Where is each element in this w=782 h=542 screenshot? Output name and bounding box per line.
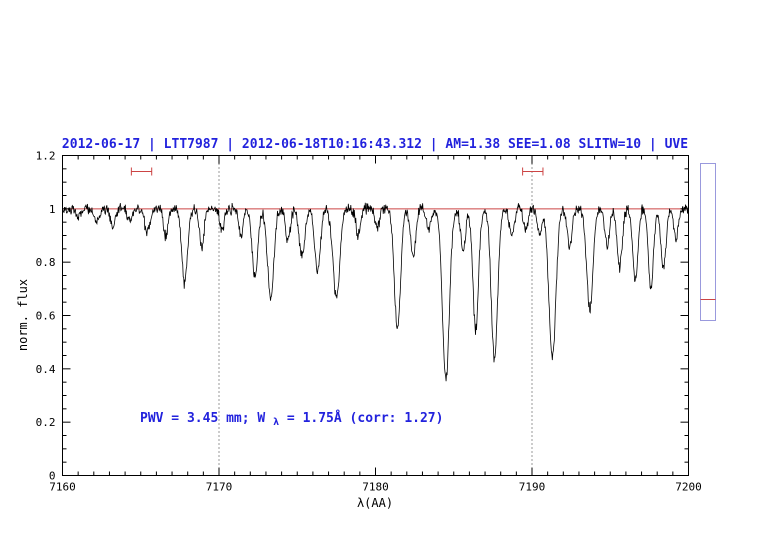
- y-tick-label: 0.4: [36, 363, 56, 376]
- x-tick-label: 7200: [675, 481, 702, 494]
- side-gauge: [700, 163, 716, 321]
- axis-tick-labels: 7160 7170 7180 7190 7200 0 0.2 0.4 0.6 0.8 1 1.2: [36, 150, 702, 494]
- x-axis-label: λ(AA): [357, 496, 393, 510]
- y-tick-label: 0.6: [36, 310, 56, 323]
- annotation-pwv-sub: λ: [273, 417, 279, 428]
- y-tick-label: 1: [49, 203, 56, 216]
- annotation-pwv-pre: PWV = 3.45 mm; W: [140, 411, 265, 426]
- dotted-gridlines: [218, 155, 533, 476]
- x-tick-label: 7190: [519, 481, 546, 494]
- x-tick-label: 7180: [362, 481, 389, 494]
- interval-marker: [522, 167, 544, 176]
- spectrum-line: [62, 202, 689, 382]
- annotation-pwv-post: = 1.75Å (corr: 1.27): [287, 410, 444, 426]
- annotation-pwv: PWV = 3.45 mm; W λ = 1.75Å (corr: 1.27): [140, 410, 443, 429]
- y-tick-label: 0.2: [36, 416, 56, 429]
- y-tick-label: 0: [49, 470, 56, 483]
- plot-title: 2012-06-17 | LTT7987 | 2012-06-18T10:16:…: [62, 137, 688, 152]
- telluric-band-markers: [130, 167, 544, 176]
- plot-frame: [62, 155, 689, 476]
- interval-marker: [130, 167, 153, 176]
- y-axis-label: norm. flux: [16, 279, 30, 351]
- y-tick-label: 1.2: [36, 150, 56, 163]
- side-gauge-rect: [700, 163, 716, 321]
- x-tick-label: 7170: [206, 481, 233, 494]
- axis-ticks: [62, 155, 689, 476]
- x-tick-label: 7160: [49, 481, 76, 494]
- spectrum-line-layer: [62, 202, 689, 382]
- y-tick-label: 0.8: [36, 256, 56, 269]
